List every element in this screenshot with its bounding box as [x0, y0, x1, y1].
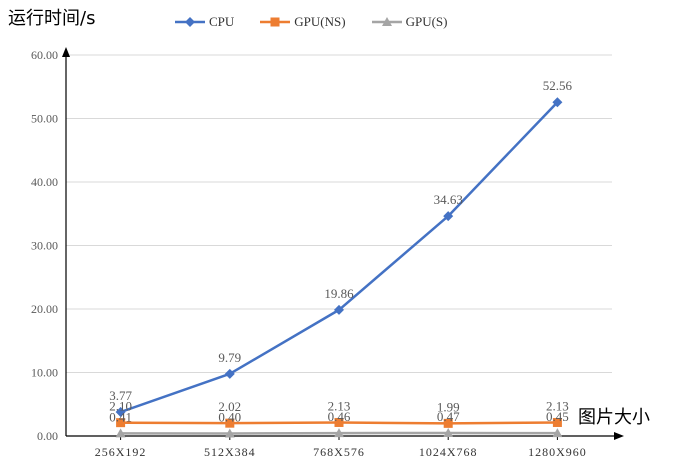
data-label: 19.86 — [324, 286, 354, 301]
legend: CPU GPU(NS) GPU(S) — [175, 14, 448, 30]
data-point — [334, 428, 344, 438]
data-point — [552, 97, 563, 108]
y-axis-arrow-icon — [62, 47, 70, 57]
x-tick-label: 1280X960 — [528, 445, 587, 459]
data-label: 0.46 — [328, 409, 351, 424]
data-label: 2.13 — [546, 398, 569, 413]
data-label: 1.99 — [437, 399, 460, 414]
y-tick-label: 30.00 — [31, 239, 58, 253]
data-label: 0.47 — [437, 409, 460, 424]
legend-marker-triangle-icon — [371, 17, 402, 26]
data-point — [224, 368, 235, 379]
legend-label-gpu-s: GPU(S) — [405, 14, 448, 29]
legend-item-cpu: CPU — [175, 14, 234, 30]
y-tick-label: 0.00 — [37, 429, 58, 443]
legend-item-gpu-s: GPU(S) — [371, 14, 448, 30]
data-label: 2.13 — [328, 398, 351, 413]
data-label: 52.56 — [543, 78, 573, 93]
data-point — [552, 428, 563, 438]
data-label: 0.40 — [218, 409, 241, 424]
legend-marker-diamond-icon — [175, 17, 205, 27]
y-tick-label: 60.00 — [31, 48, 58, 62]
data-label: 34.63 — [434, 192, 463, 207]
x-tick-label: 256X192 — [95, 445, 147, 459]
data-label: 0.41 — [109, 409, 132, 424]
legend-label-cpu: CPU — [209, 14, 235, 29]
series-line — [120, 101, 559, 414]
data-point — [224, 428, 235, 438]
x-axis-arrow-icon — [614, 432, 624, 440]
data-label: 0.45 — [546, 409, 569, 424]
x-tick-label: 768X576 — [313, 445, 365, 459]
data-label: 3.77 — [109, 388, 132, 403]
y-axis-title: 运行时间/s — [8, 8, 96, 29]
data-point — [334, 304, 344, 315]
data-point — [443, 418, 453, 428]
data-label: 9.79 — [218, 350, 241, 365]
y-tick-label: 10.00 — [31, 366, 58, 380]
data-point — [115, 428, 126, 438]
legend-item-gpu-ns: GPU(NS) — [260, 14, 346, 30]
data-point — [115, 407, 126, 418]
data-point — [116, 418, 126, 428]
x-tick-label: 1024X768 — [419, 445, 478, 459]
data-point — [443, 428, 454, 438]
data-point — [443, 211, 454, 222]
x-axis-title: 图片大小 — [578, 407, 650, 428]
data-point — [552, 417, 562, 427]
data-label: 2.10 — [109, 399, 132, 414]
y-tick-label: 50.00 — [31, 112, 58, 126]
data-point — [225, 418, 235, 428]
legend-label-gpu-ns: GPU(NS) — [294, 14, 346, 29]
data-label: 2.02 — [218, 399, 241, 414]
legend-marker-square-icon — [260, 17, 291, 27]
x-tick-label: 512X384 — [204, 445, 256, 459]
y-tick-label: 20.00 — [31, 302, 58, 316]
data-point — [334, 417, 344, 427]
y-tick-label: 40.00 — [31, 175, 58, 189]
